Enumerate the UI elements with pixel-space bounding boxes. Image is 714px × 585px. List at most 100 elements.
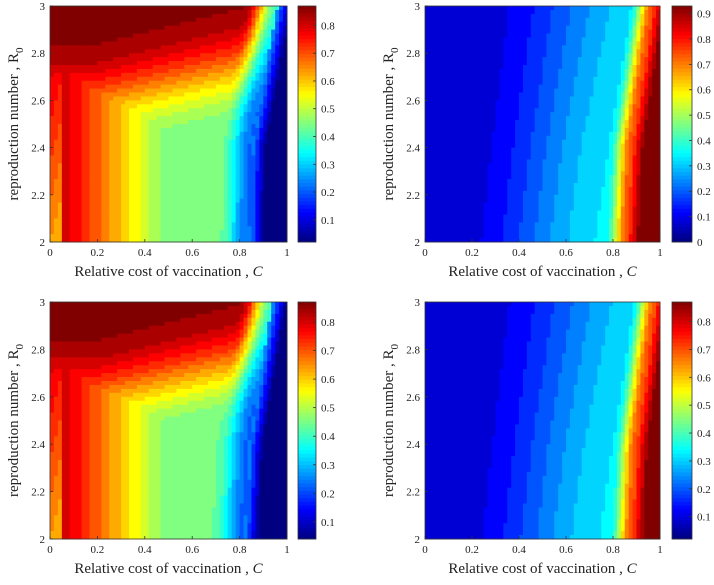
heatmap-cell <box>259 88 264 93</box>
heatmap-cell <box>436 84 442 89</box>
heatmap-cell <box>176 29 181 34</box>
heatmap-cell <box>57 88 63 93</box>
heatmap-cell <box>156 163 161 168</box>
heatmap-cell <box>503 76 508 82</box>
heatmap-cell <box>425 68 430 74</box>
heatmap-cell <box>251 171 256 176</box>
heatmap-cell <box>593 45 598 50</box>
heatmap-cell <box>121 6 126 11</box>
heatmap-cell <box>192 96 197 101</box>
heatmap-cell <box>164 25 169 30</box>
heatmap-cell <box>425 65 430 70</box>
heatmap-cell <box>204 37 209 42</box>
heatmap-cell <box>275 155 280 160</box>
heatmap-cell <box>97 218 102 223</box>
heatmap-cell <box>279 183 284 188</box>
heatmap-cell <box>546 17 551 23</box>
heatmap-cell <box>566 6 571 11</box>
heatmap-cell <box>239 41 244 46</box>
heatmap-cell <box>279 179 284 184</box>
heatmap-cell <box>562 65 567 70</box>
heatmap-cell <box>534 17 539 23</box>
heatmap-cell <box>144 108 150 113</box>
heatmap-cell <box>93 159 98 164</box>
x-axis-label: Relative cost of vaccination , C <box>74 264 263 280</box>
heatmap-cell <box>117 214 122 219</box>
heatmap-cell <box>204 139 209 145</box>
heatmap-cell <box>208 167 213 172</box>
heatmap-cell <box>235 65 240 70</box>
heatmap-cell <box>243 139 248 145</box>
heatmap-cell <box>636 49 641 54</box>
heatmap-cell <box>121 80 126 86</box>
heatmap-cell <box>432 6 438 11</box>
heatmap-cell <box>255 226 260 231</box>
heatmap-cell <box>164 167 169 172</box>
heatmap-cell <box>160 143 165 148</box>
heatmap-cell <box>132 143 138 148</box>
heatmap-cell <box>275 41 280 46</box>
heatmap-cell <box>180 112 185 117</box>
heatmap-cell <box>200 135 205 141</box>
heatmap-cell <box>61 92 67 97</box>
heatmap-cell <box>479 21 485 27</box>
colorbar-segment <box>298 175 316 180</box>
heatmap-cell <box>113 80 118 86</box>
heatmap-cell <box>152 21 158 27</box>
heatmap-cell <box>479 76 485 82</box>
heatmap-cell <box>144 33 150 38</box>
heatmap-cell <box>275 210 280 215</box>
heatmap-cell <box>172 183 177 188</box>
heatmap-cell <box>479 33 485 38</box>
heatmap-cell <box>140 214 146 219</box>
heatmap-cell <box>432 37 438 42</box>
heatmap-cell <box>219 33 225 38</box>
heatmap-cell <box>259 127 264 133</box>
heatmap-cell <box>585 25 590 30</box>
heatmap-cell <box>620 33 626 38</box>
heatmap-cell <box>65 21 71 27</box>
heatmap-cell <box>192 104 197 109</box>
heatmap-cell <box>172 92 177 97</box>
heatmap-cell <box>89 84 94 89</box>
heatmap-cell <box>121 76 126 82</box>
heatmap-cell <box>101 163 106 168</box>
heatmap-cell <box>204 190 209 196</box>
heatmap-cell <box>231 131 237 137</box>
heatmap-cell <box>267 186 272 192</box>
heatmap-cell <box>448 72 453 78</box>
heatmap-cell <box>259 151 264 156</box>
heatmap-cell <box>255 108 260 113</box>
heatmap-cell <box>73 29 79 34</box>
heatmap-cell <box>208 179 213 184</box>
heatmap-cell <box>144 155 150 160</box>
heatmap-cell <box>251 112 256 117</box>
heatmap-cell <box>77 127 82 133</box>
heatmap-cell <box>109 13 114 19</box>
heatmap-cell <box>93 80 98 86</box>
heatmap-cell <box>176 194 181 200</box>
heatmap-cell <box>211 155 217 160</box>
heatmap-cell <box>550 25 555 30</box>
heatmap-cell <box>57 61 63 66</box>
heatmap-cell <box>231 84 237 89</box>
heatmap-cell <box>152 163 158 168</box>
heatmap-cell <box>65 104 71 109</box>
heatmap-cell <box>204 214 209 219</box>
heatmap-cell <box>89 53 94 58</box>
heatmap-cell <box>515 57 520 62</box>
heatmap-cell <box>656 72 661 78</box>
heatmap-cell <box>93 61 98 66</box>
heatmap-cell <box>117 104 122 109</box>
heatmap-cell <box>144 135 150 141</box>
heatmap-cell <box>208 238 213 243</box>
heatmap-cell <box>140 159 146 164</box>
heatmap-cell <box>628 61 633 66</box>
heatmap-cell <box>636 13 641 19</box>
heatmap-cell <box>121 41 126 46</box>
heatmap-cell <box>136 151 142 156</box>
heatmap-cell <box>573 80 579 86</box>
heatmap-cell <box>101 210 106 215</box>
heatmap-cell <box>164 68 169 74</box>
heatmap-cell <box>180 124 185 129</box>
